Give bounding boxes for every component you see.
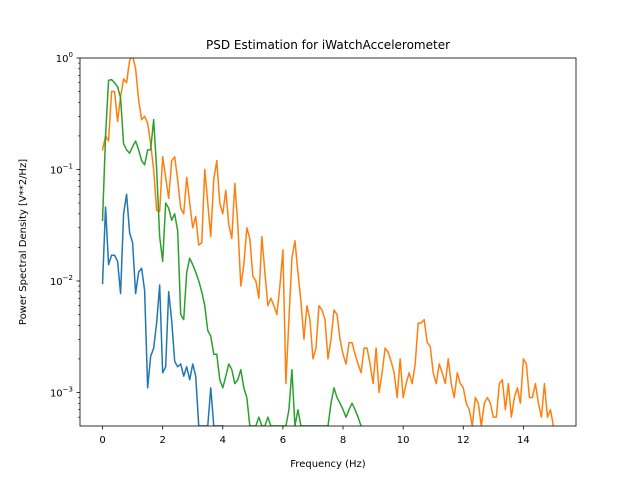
x-axis-ticks: 0 2 4 6 8 10 12 14 — [99, 426, 530, 446]
series-line-3 — [101, 78, 362, 426]
x-tick-label: 14 — [517, 435, 530, 446]
x-axis-label: Frequency (Hz) — [290, 459, 366, 470]
y-axis-label: Power Spectral Density [V**2/Hz] — [18, 159, 29, 325]
axes-frame — [79, 57, 577, 427]
series-line-2 — [101, 58, 555, 426]
x-tick-label: 2 — [159, 435, 165, 446]
series-layer — [101, 58, 555, 426]
y-axis-ticks: 10−3 10−2 10−1 100 — [50, 51, 80, 418]
x-tick-label: 4 — [220, 435, 226, 446]
y-tick-label: 10−2 — [50, 274, 73, 288]
x-tick-label: 10 — [397, 435, 410, 446]
y-tick-label: 100 — [56, 51, 73, 65]
y-tick-label: 10−3 — [50, 385, 73, 399]
y-tick-label: 10−1 — [50, 162, 73, 176]
x-tick-label: 8 — [340, 435, 346, 446]
series-line-1 — [101, 193, 224, 426]
x-tick-label: 12 — [457, 435, 470, 446]
chart-title: PSD Estimation for iWatchAccelerometer — [206, 38, 450, 52]
x-tick-label: 6 — [280, 435, 286, 446]
x-tick-label: 0 — [99, 435, 105, 446]
plot-area — [80, 58, 576, 426]
